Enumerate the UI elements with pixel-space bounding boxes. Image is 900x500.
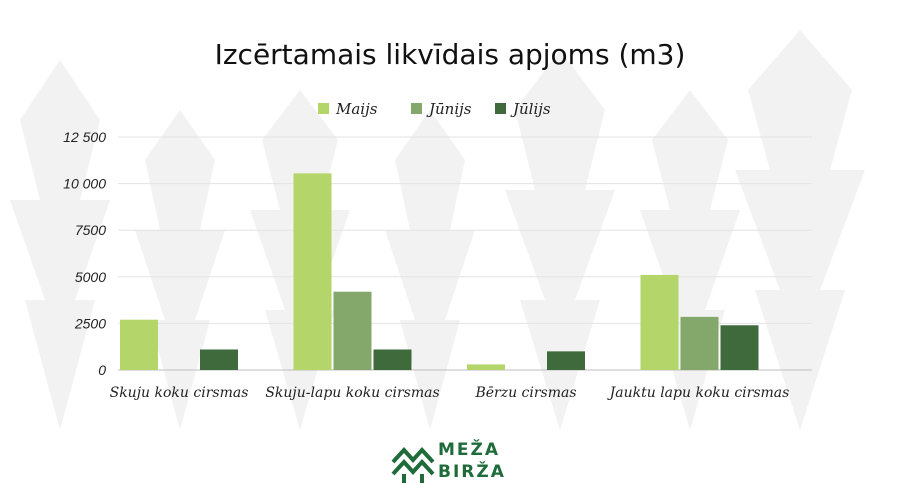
category-label: Skuju koku cirsmas (110, 385, 249, 401)
chart-title: Izcērtamais likvīdais apjoms (m3) (214, 38, 686, 71)
bar-jūnijs (680, 316, 719, 370)
legend-swatch (318, 103, 329, 114)
legend-swatch (411, 103, 422, 114)
legend-item: Jūlijs (495, 100, 551, 118)
legend-item: Maijs (318, 100, 378, 118)
bar-maijs (120, 319, 158, 370)
bars (120, 173, 759, 370)
y-tick-label: 2500 (74, 315, 106, 331)
y-tick-label: 5000 (75, 269, 106, 285)
meza-birza-logo: MEŽA BIRŽA (390, 438, 520, 488)
bar-jūlijs (547, 351, 585, 370)
bar-jūlijs (373, 349, 412, 370)
legend-label: Jūnijs (426, 100, 472, 118)
bar-jūnijs (333, 291, 372, 370)
bar-chart: 0 2500 5000 7500 10 000 12 500 Skuju koku cir… (63, 100, 812, 401)
legend: Maijs Jūnijs Jūlijs (318, 100, 551, 118)
category-label: Skuju-lapu koku cirsmas (265, 385, 439, 401)
logo-word-2: BIRŽA (438, 462, 506, 482)
legend-item: Jūnijs (411, 100, 472, 118)
y-tick-label: 0 (98, 362, 106, 378)
category-label: Jauktu lapu koku cirsmas (607, 385, 790, 401)
y-tick-label: 7500 (75, 222, 106, 238)
bar-jūlijs (720, 325, 759, 370)
bar-maijs (640, 274, 679, 370)
category-label: Bērzu cirsmas (474, 385, 576, 401)
logo-word-1: MEŽA (438, 440, 501, 460)
x-axis-categories: Skuju koku cirsmas Skuju-lapu koku cirsma… (110, 385, 790, 401)
bar-maijs (293, 173, 332, 370)
legend-swatch (495, 103, 506, 114)
y-tick-label: 12 500 (63, 129, 106, 145)
y-tick-label: 10 000 (63, 176, 106, 192)
logo-icon (391, 447, 435, 483)
bar-jūlijs (200, 349, 238, 370)
bar-maijs (467, 364, 505, 370)
legend-label: Jūlijs (510, 100, 551, 118)
legend-label: Maijs (335, 100, 378, 118)
y-axis-ticks: 0 2500 5000 7500 10 000 12 500 (63, 129, 106, 378)
